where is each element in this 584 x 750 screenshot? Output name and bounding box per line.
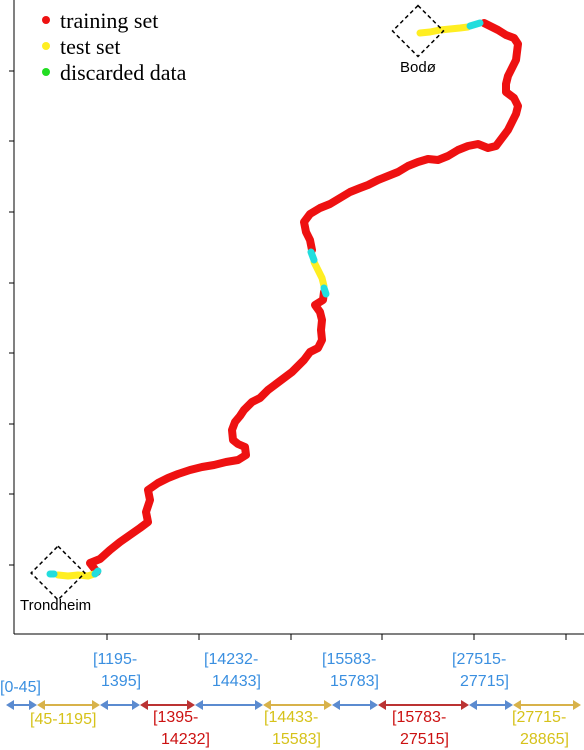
trondheim-marker: Trondheim — [20, 545, 91, 614]
bodo-label: Bodø — [400, 59, 436, 76]
timeline-arrow-head-right — [29, 700, 37, 710]
timeline-arrow-head-left — [100, 700, 108, 710]
plot-axes — [9, 0, 584, 640]
timeline-segment: [15583- 15783] — [322, 651, 379, 710]
timeline-arrow-head-right — [370, 700, 378, 710]
timeline-segment-label-line2: 27515] — [400, 731, 449, 748]
bodo-marker: Bodø — [391, 4, 445, 76]
legend-training-label: training set — [60, 8, 158, 33]
timeline-segment-label: [27715- — [512, 709, 566, 726]
timeline-segment-label-line2: 28865] — [520, 731, 569, 748]
timeline-segment-label: [15583- — [322, 651, 376, 668]
timeline-segment-label-line2: 14433] — [212, 673, 261, 690]
timeline-arrow-head-left — [6, 700, 14, 710]
route-discarded-segment-2 — [91, 567, 102, 578]
timeline-arrow-head-left — [140, 700, 148, 710]
timeline-segment: [1395- 14232] — [140, 700, 210, 748]
trondheim-label: Trondheim — [20, 597, 91, 614]
x-axis-ticks — [106, 634, 567, 640]
legend: training set test set discarded data — [42, 8, 187, 85]
route-test-segment-3 — [416, 23, 472, 37]
timeline-segment: [15783- 27515] — [378, 700, 469, 748]
route — [46, 19, 522, 580]
y-axis-ticks — [9, 70, 14, 566]
route-training-segment-2 — [300, 19, 522, 254]
legend-training-marker — [42, 16, 50, 24]
timeline-segment: [1195- 1395] — [93, 651, 141, 710]
route-discarded-segment-3 — [307, 248, 318, 264]
timeline-segment-label: [0-45] — [0, 679, 41, 696]
timeline-arrow-head-right — [255, 700, 263, 710]
timeline-arrow-head-left — [513, 700, 521, 710]
timeline-arrow-head-right — [573, 700, 581, 710]
timeline-segment: [0-45] — [0, 679, 41, 710]
timeline-segment: [27715- 28865] — [512, 700, 581, 748]
timeline-arrow-head-right — [92, 700, 100, 710]
legend-test-label: test set — [60, 34, 121, 59]
segment-timeline: [0-45][45-1195][1195-1395][1395-14232][1… — [0, 651, 581, 748]
timeline-arrow-head-left — [195, 700, 203, 710]
timeline-segment-label-line2: 1395] — [101, 673, 141, 690]
timeline-arrow-head-right — [187, 700, 195, 710]
timeline-segment-label-line2: 27715] — [460, 673, 509, 690]
route-test-segment-2 — [310, 258, 328, 290]
timeline-segment-label: [14232- — [204, 651, 258, 668]
route-discarded-segment-4 — [320, 284, 330, 298]
timeline-segment-label: [1195- — [93, 651, 137, 668]
legend-discarded-marker — [42, 68, 50, 76]
route-discarded-segment-5 — [466, 19, 484, 30]
legend-test-marker — [42, 42, 50, 50]
route-test-segment-1 — [54, 570, 98, 580]
timeline-segment-label: [14433- — [264, 709, 318, 726]
timeline-arrow-head-right — [505, 700, 513, 710]
timeline-segment-label: [1395- — [153, 709, 198, 726]
timeline-segment: [14433- 15583] — [263, 700, 332, 748]
timeline-segment: [27515- 27715] — [452, 651, 513, 710]
timeline-segment: [45-1195] — [30, 700, 100, 728]
route-training-segment-1 — [86, 288, 328, 576]
timeline-arrow-head-left — [37, 700, 45, 710]
timeline-segment-label-line2: 15583] — [272, 731, 321, 748]
timeline-segment-label: [45-1195] — [30, 711, 96, 728]
timeline-segment-label: [15783- — [392, 709, 446, 726]
timeline-arrow-head-right — [461, 700, 469, 710]
timeline-arrow-head-right — [132, 700, 140, 710]
timeline-arrow-head-right — [324, 700, 332, 710]
timeline-arrow-head-left — [469, 700, 477, 710]
timeline-segment-label-line2: 14232] — [161, 731, 210, 748]
timeline-arrow-head-left — [378, 700, 386, 710]
timeline-arrow-head-left — [332, 700, 340, 710]
timeline-segment-label-line2: 15783] — [330, 673, 379, 690]
timeline-segment: [14232- 14433] — [195, 651, 263, 710]
legend-discarded-label: discarded data — [60, 60, 187, 85]
timeline-segment-label: [27515- — [452, 651, 506, 668]
timeline-arrow-head-left — [263, 700, 271, 710]
